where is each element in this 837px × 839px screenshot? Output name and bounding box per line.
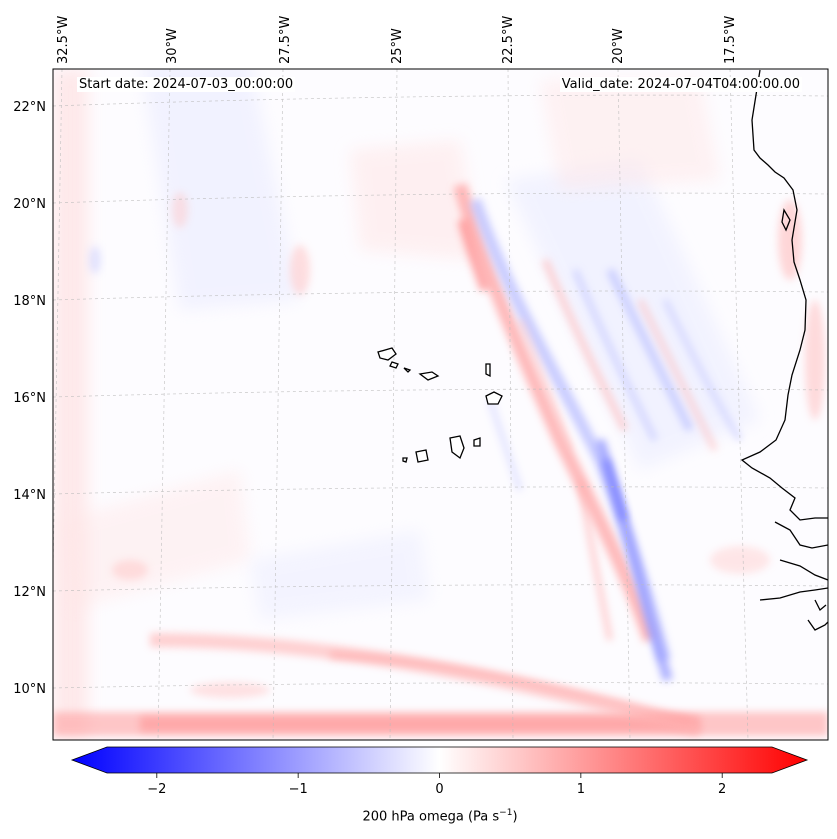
colorbar-variable: 200 hPa omega (362, 809, 464, 825)
colorbar-tick-label: −2 (147, 782, 166, 797)
lat-tick-label: 18°N (13, 294, 46, 309)
lat-tick-label: 22°N (13, 100, 46, 115)
start-date-label: Start date: 2024-07-03_00:00:00 (77, 77, 296, 92)
colorbar-tick-label: 0 (435, 782, 443, 797)
lat-tick-label: 10°N (13, 682, 46, 697)
lon-tick-label: 17.5°W (723, 16, 738, 64)
lat-tick-label: 20°N (13, 197, 46, 212)
colorbar-bar (70, 746, 809, 774)
map-gridlines (53, 69, 828, 740)
lat-tick-label: 16°N (13, 391, 46, 406)
colorbar-label: 200 hPa omega (Pa s−1) (0, 808, 837, 824)
colorbar: −2 −1 0 1 2 (70, 746, 809, 797)
colorbar-tick-label: 2 (718, 782, 726, 797)
latitude-axis: 22°N 20°N 18°N 16°N 14°N 12°N 10°N (13, 100, 46, 697)
lon-tick-label: 27.5°W (278, 16, 293, 64)
lat-tick-label: 12°N (13, 585, 46, 600)
longitude-axis: 32.5°W 30°W 27.5°W 25°W 22.5°W 20°W 17.5… (56, 16, 738, 64)
cape-verde-islands (377, 347, 503, 463)
lon-tick-label: 30°W (165, 28, 180, 64)
colorbar-ticks: −2 −1 0 1 2 (147, 773, 726, 797)
colorbar-unit: (Pa s (467, 809, 500, 825)
lat-tick-label: 14°N (13, 488, 46, 503)
colorbar-tick-label: −1 (289, 782, 308, 797)
lon-tick-label: 20°W (611, 28, 626, 64)
map-frame (52, 68, 829, 741)
colorbar-unit-exponent: −1 (499, 808, 513, 818)
lon-tick-label: 32.5°W (56, 16, 71, 64)
coastlines (740, 69, 828, 631)
omega-field (53, 69, 828, 740)
colorbar-tick-label: 1 (577, 782, 585, 797)
lon-tick-label: 25°W (390, 28, 405, 64)
valid-date-label: Valid_date: 2024-07-04T04:00:00.00 (559, 77, 802, 92)
colorbar-unit-close: ) (512, 809, 518, 825)
lon-tick-label: 22.5°W (501, 16, 516, 64)
